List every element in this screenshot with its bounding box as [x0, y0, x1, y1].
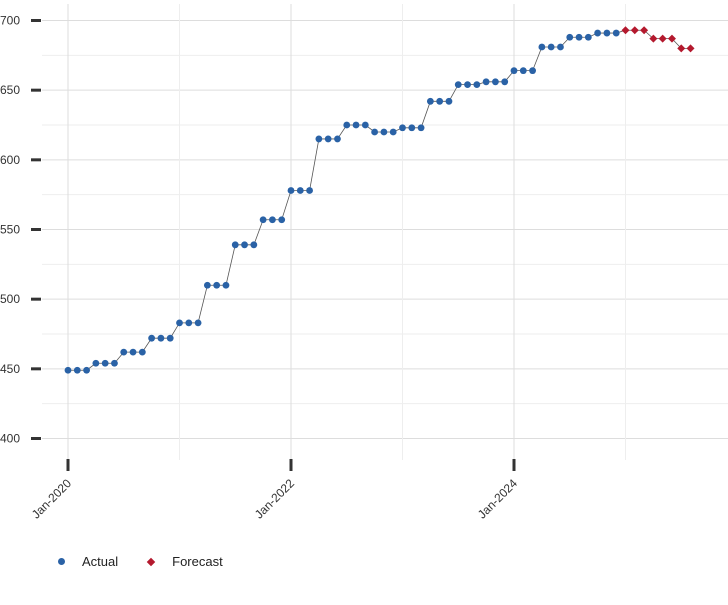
- actual-point[interactable]: [464, 81, 471, 88]
- y-tick-label: 500: [0, 292, 20, 306]
- actual-point[interactable]: [129, 348, 137, 356]
- actual-point[interactable]: [547, 43, 555, 51]
- y-tick-label: 700: [0, 14, 20, 28]
- legend-label-actual: Actual: [82, 554, 119, 569]
- actual-point[interactable]: [473, 81, 481, 88]
- actual-point[interactable]: [287, 187, 295, 194]
- actual-point[interactable]: [148, 334, 156, 342]
- actual-point[interactable]: [231, 241, 239, 249]
- forecast-point[interactable]: [621, 26, 630, 35]
- actual-point[interactable]: [445, 97, 453, 105]
- actual-point[interactable]: [389, 128, 397, 136]
- actual-point[interactable]: [73, 366, 81, 374]
- actual-point[interactable]: [185, 319, 193, 327]
- forecast-point[interactable]: [667, 34, 676, 43]
- actual-point[interactable]: [436, 97, 444, 105]
- actual-point[interactable]: [92, 359, 100, 367]
- actual-point[interactable]: [120, 348, 128, 356]
- actual-point[interactable]: [371, 128, 379, 136]
- actual-point[interactable]: [352, 121, 360, 129]
- actual-point[interactable]: [538, 43, 546, 51]
- forecast-point[interactable]: [677, 44, 686, 53]
- x-tick-label: Jan-2022: [252, 476, 298, 522]
- actual-point[interactable]: [296, 187, 304, 194]
- data-markers: [64, 26, 695, 374]
- actual-point[interactable]: [176, 319, 183, 327]
- actual-point[interactable]: [83, 366, 90, 374]
- actual-point[interactable]: [566, 33, 574, 41]
- actual-point[interactable]: [306, 187, 313, 194]
- actual-point[interactable]: [315, 135, 323, 143]
- actual-point[interactable]: [482, 78, 490, 86]
- legend-item-actual[interactable]: Actual: [56, 554, 118, 569]
- actual-point[interactable]: [603, 29, 611, 37]
- actual-point[interactable]: [519, 67, 527, 75]
- actual-point[interactable]: [612, 29, 620, 37]
- forecast-marker-icon: [146, 557, 156, 566]
- y-tick-label: 650: [0, 83, 20, 97]
- y-tick-label: 550: [0, 223, 20, 237]
- actual-point[interactable]: [361, 121, 369, 129]
- actual-point[interactable]: [343, 121, 351, 129]
- actual-point[interactable]: [203, 281, 211, 289]
- actual-point[interactable]: [399, 124, 406, 132]
- legend: Actual Forecast: [56, 554, 251, 569]
- actual-point[interactable]: [157, 334, 165, 342]
- actual-point[interactable]: [501, 78, 509, 86]
- actual-point[interactable]: [64, 366, 72, 374]
- forecast-point[interactable]: [640, 26, 649, 35]
- forecast-point[interactable]: [649, 34, 658, 43]
- actual-point[interactable]: [492, 78, 499, 86]
- y-tick-label: 450: [0, 362, 20, 376]
- actual-point[interactable]: [259, 216, 267, 224]
- actual-point[interactable]: [575, 33, 583, 41]
- grid: [42, 4, 728, 460]
- forecast-point[interactable]: [630, 26, 639, 35]
- actual-point[interactable]: [241, 241, 248, 249]
- actual-point[interactable]: [529, 67, 536, 75]
- legend-label-forecast: Forecast: [172, 554, 223, 569]
- series-line: [68, 29, 691, 371]
- actual-point[interactable]: [426, 97, 434, 105]
- actual-point[interactable]: [334, 135, 341, 143]
- actual-point[interactable]: [194, 319, 202, 327]
- y-tick-label: 400: [0, 432, 20, 446]
- actual-point[interactable]: [584, 33, 592, 41]
- actual-point[interactable]: [408, 124, 416, 132]
- actual-marker-icon: [58, 558, 65, 565]
- actual-point[interactable]: [166, 334, 174, 342]
- actual-point[interactable]: [510, 67, 518, 75]
- legend-item-forecast[interactable]: Forecast: [146, 554, 223, 569]
- y-tick-label: 600: [0, 153, 20, 167]
- actual-point[interactable]: [222, 281, 230, 289]
- actual-point[interactable]: [278, 216, 286, 224]
- actual-point[interactable]: [454, 81, 462, 88]
- x-tick-label: Jan-2020: [29, 476, 75, 522]
- actual-point[interactable]: [417, 124, 425, 132]
- actual-point[interactable]: [138, 348, 146, 356]
- connecting-line: [68, 29, 691, 371]
- actual-point[interactable]: [250, 241, 258, 249]
- forecast-point[interactable]: [686, 44, 695, 53]
- actual-point[interactable]: [111, 359, 118, 367]
- actual-point[interactable]: [269, 216, 276, 224]
- actual-point[interactable]: [557, 43, 564, 51]
- actual-point[interactable]: [594, 29, 602, 37]
- forecast-point[interactable]: [658, 34, 667, 43]
- actual-point[interactable]: [324, 135, 332, 143]
- actual-point[interactable]: [380, 128, 388, 136]
- actual-point[interactable]: [101, 359, 109, 367]
- actual-point[interactable]: [213, 281, 221, 289]
- x-tick-label: Jan-2024: [475, 476, 521, 522]
